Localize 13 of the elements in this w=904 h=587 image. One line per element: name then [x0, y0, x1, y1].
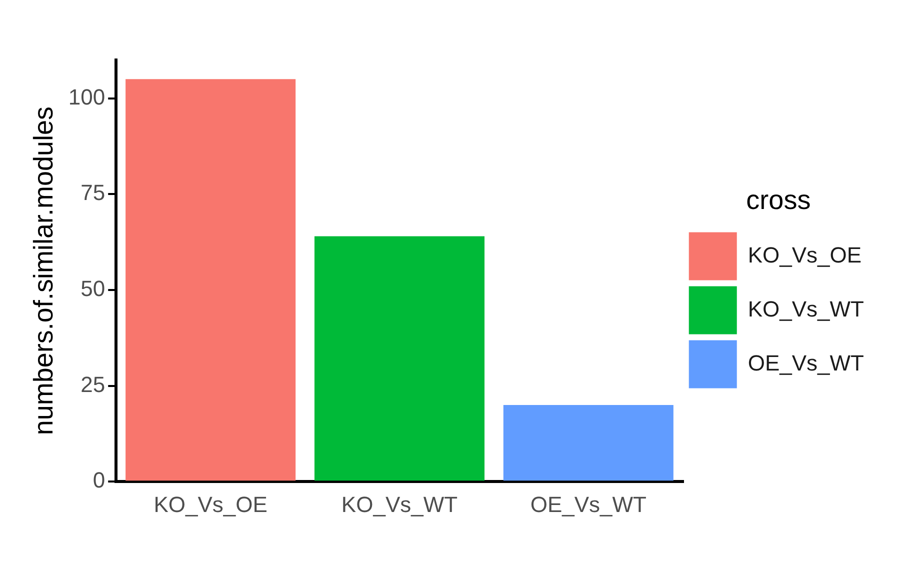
x-tick-label: OE_Vs_WT	[530, 492, 646, 517]
y-tick-label: 100	[68, 84, 106, 110]
legend-label: KO_Vs_OE	[748, 242, 862, 268]
y-tick-label: 25	[80, 372, 106, 397]
y-tick-label: 0	[92, 468, 106, 493]
x-tick-label: KO_Vs_WT	[341, 492, 458, 517]
x-tick-label: KO_Vs_OE	[154, 492, 268, 517]
y-axis-title: numbers.of.similar.modules	[28, 106, 59, 436]
legend-label: KO_Vs_WT	[748, 296, 864, 322]
y-tick-label: 50	[80, 276, 106, 302]
y-tick-label: 75	[80, 180, 106, 206]
legend-title: cross	[746, 184, 811, 215]
legend-label: OE_Vs_WT	[748, 350, 864, 376]
